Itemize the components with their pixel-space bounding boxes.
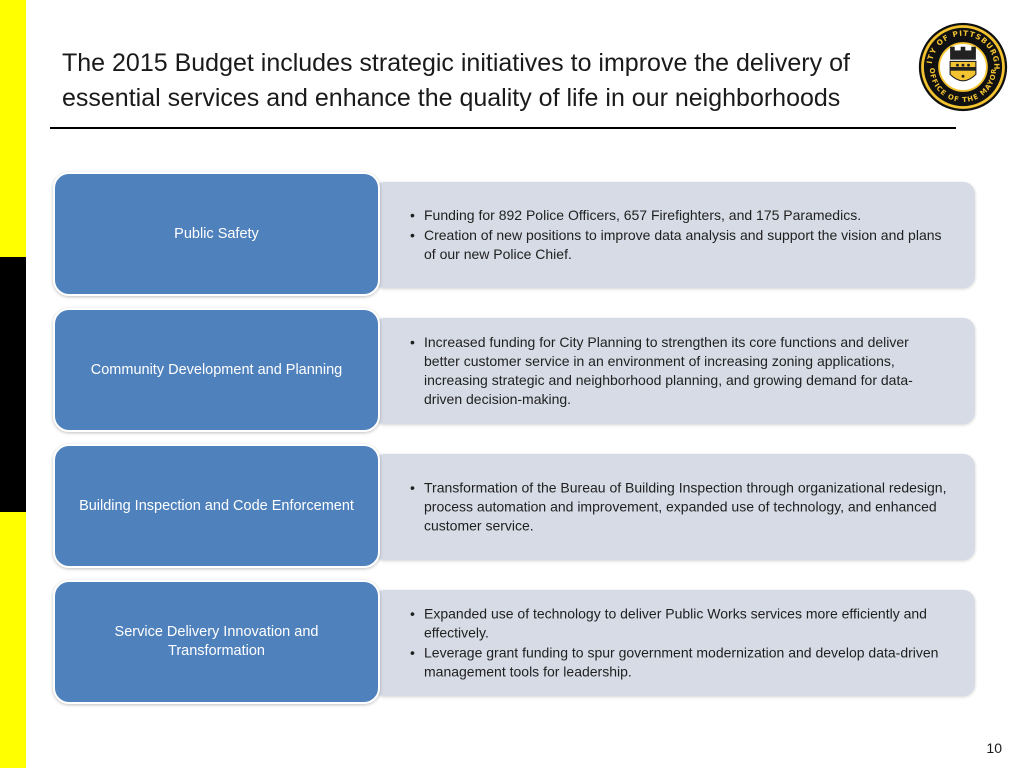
initiative-label-community-development: Community Development and Planning xyxy=(53,308,380,432)
page-title: The 2015 Budget includes strategic initi… xyxy=(62,49,850,112)
initiative-row-building-inspection: Transformation of the Bureau of Building… xyxy=(53,444,978,572)
initiative-bullet: Increased funding for City Planning to s… xyxy=(407,333,947,409)
initiative-bullet: Creation of new positions to improve dat… xyxy=(407,226,947,264)
initiative-details-panel: Transformation of the Bureau of Building… xyxy=(373,454,975,560)
initiative-bullet: Expanded use of technology to deliver Pu… xyxy=(407,605,947,643)
initiative-label-public-safety: Public Safety xyxy=(53,172,380,296)
initiative-bullet: Funding for 892 Police Officers, 657 Fir… xyxy=(407,206,947,225)
initiative-label-service-delivery: Service Delivery Innovation and Transfor… xyxy=(53,580,380,704)
side-accent-yellow-bottom xyxy=(0,512,26,768)
title-divider xyxy=(50,127,956,129)
initiative-details-panel: Increased funding for City Planning to s… xyxy=(373,318,975,424)
city-seal-icon: CITY OF PITTSBURGH OFFICE OF THE MAYOR xyxy=(917,21,1008,112)
side-accent-bar xyxy=(0,0,26,768)
initiative-bullet-list: Funding for 892 Police Officers, 657 Fir… xyxy=(407,205,947,265)
initiative-row-service-delivery: Expanded use of technology to deliver Pu… xyxy=(53,580,978,708)
initiative-row-public-safety: Funding for 892 Police Officers, 657 Fir… xyxy=(53,172,978,300)
side-accent-black xyxy=(0,257,26,512)
initiative-details-panel: Expanded use of technology to deliver Pu… xyxy=(373,590,975,696)
initiative-row-community-development: Increased funding for City Planning to s… xyxy=(53,308,978,436)
page-number: 10 xyxy=(986,740,1002,756)
initiative-bullet-list: Expanded use of technology to deliver Pu… xyxy=(407,604,947,683)
initiative-details-panel: Funding for 892 Police Officers, 657 Fir… xyxy=(373,182,975,288)
initiative-bullet: Leverage grant funding to spur governmen… xyxy=(407,644,947,682)
initiative-bullet-list: Transformation of the Bureau of Building… xyxy=(407,478,947,537)
initiative-bullet: Transformation of the Bureau of Building… xyxy=(407,479,947,536)
initiative-label-building-inspection: Building Inspection and Code Enforcement xyxy=(53,444,380,568)
side-accent-yellow-top xyxy=(0,0,26,257)
initiative-bullet-list: Increased funding for City Planning to s… xyxy=(407,332,947,410)
